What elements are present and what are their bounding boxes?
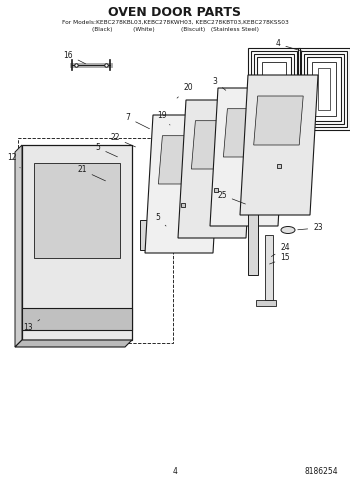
Bar <box>251 51 297 127</box>
Polygon shape <box>254 96 303 145</box>
Bar <box>312 62 336 116</box>
Bar <box>140 220 152 250</box>
Text: OVEN DOOR PARTS: OVEN DOOR PARTS <box>108 5 241 18</box>
Bar <box>307 57 341 121</box>
Text: 5: 5 <box>96 143 118 157</box>
Polygon shape <box>15 145 22 347</box>
Text: 13: 13 <box>23 320 40 332</box>
Polygon shape <box>210 88 286 226</box>
Text: 12: 12 <box>7 154 20 168</box>
Text: 25: 25 <box>217 190 245 204</box>
Bar <box>301 51 347 127</box>
Bar <box>298 48 350 130</box>
Text: 4: 4 <box>173 468 177 477</box>
Bar <box>248 180 258 275</box>
Polygon shape <box>159 136 206 184</box>
Bar <box>265 235 273 300</box>
Bar <box>254 54 294 124</box>
Polygon shape <box>178 100 254 238</box>
Bar <box>248 48 300 130</box>
Text: 4: 4 <box>275 40 302 51</box>
Bar <box>262 62 286 116</box>
Text: 22: 22 <box>110 133 135 147</box>
Polygon shape <box>240 75 318 215</box>
Text: 20: 20 <box>177 84 193 98</box>
Bar <box>22 145 132 340</box>
Text: 21: 21 <box>77 166 105 181</box>
Bar <box>34 163 120 258</box>
Bar <box>22 308 132 330</box>
Polygon shape <box>223 109 272 157</box>
Text: For Models:KEBC278KBL03,KEBC278KWH03, KEBC278KBT03,KEBC278KSS03: For Models:KEBC278KBL03,KEBC278KWH03, KE… <box>62 19 288 25</box>
Ellipse shape <box>281 227 295 233</box>
Text: 15: 15 <box>270 254 290 264</box>
Bar <box>256 300 276 306</box>
Text: 19: 19 <box>157 111 170 125</box>
Text: (Black)           (White)              (Biscuit)   (Stainless Steel): (Black) (White) (Biscuit) (Stainless Ste… <box>91 28 259 32</box>
Bar <box>257 57 291 121</box>
Polygon shape <box>191 121 240 169</box>
Text: 5: 5 <box>155 213 166 226</box>
Text: 16: 16 <box>63 51 85 64</box>
Text: 3: 3 <box>212 77 226 90</box>
Bar <box>304 54 344 124</box>
Bar <box>18 138 173 343</box>
Text: 24: 24 <box>271 243 290 256</box>
Polygon shape <box>15 340 132 347</box>
Polygon shape <box>145 115 221 253</box>
Text: 7: 7 <box>126 114 149 129</box>
Bar <box>318 68 330 110</box>
Text: 8186254: 8186254 <box>304 468 338 477</box>
Text: 23: 23 <box>298 224 323 232</box>
